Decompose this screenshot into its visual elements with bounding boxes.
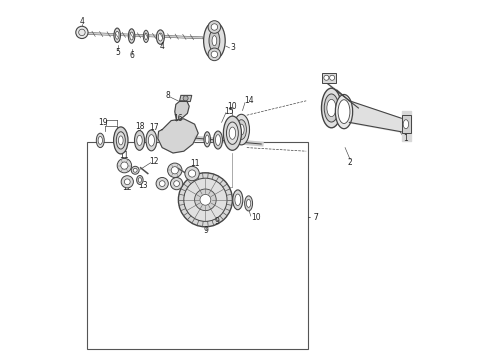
Ellipse shape bbox=[229, 127, 236, 139]
Circle shape bbox=[171, 177, 183, 190]
Circle shape bbox=[189, 170, 196, 177]
Ellipse shape bbox=[134, 131, 145, 150]
Ellipse shape bbox=[233, 114, 249, 145]
Text: 12: 12 bbox=[149, 157, 159, 166]
Bar bbox=[322, 73, 336, 83]
Ellipse shape bbox=[119, 136, 123, 145]
Ellipse shape bbox=[204, 22, 225, 60]
Circle shape bbox=[183, 96, 188, 101]
Ellipse shape bbox=[212, 36, 217, 46]
Text: 10: 10 bbox=[227, 102, 237, 111]
Text: 15: 15 bbox=[224, 107, 234, 116]
Circle shape bbox=[121, 162, 128, 169]
Text: 1: 1 bbox=[403, 134, 408, 143]
Ellipse shape bbox=[216, 135, 220, 145]
Ellipse shape bbox=[138, 178, 142, 183]
Circle shape bbox=[117, 158, 132, 173]
Ellipse shape bbox=[130, 32, 133, 40]
Circle shape bbox=[168, 163, 182, 177]
Ellipse shape bbox=[236, 120, 246, 140]
Ellipse shape bbox=[235, 194, 241, 206]
Ellipse shape bbox=[324, 94, 339, 122]
Text: 4: 4 bbox=[79, 17, 84, 26]
Circle shape bbox=[174, 181, 179, 186]
Circle shape bbox=[195, 189, 216, 211]
Text: 9: 9 bbox=[215, 217, 220, 226]
Ellipse shape bbox=[403, 120, 409, 129]
Ellipse shape bbox=[211, 51, 218, 58]
Bar bbox=[402, 115, 411, 133]
Text: 13: 13 bbox=[139, 181, 148, 190]
Ellipse shape bbox=[246, 199, 251, 207]
Text: 12: 12 bbox=[122, 184, 132, 193]
Polygon shape bbox=[179, 95, 192, 102]
Ellipse shape bbox=[133, 168, 137, 172]
Ellipse shape bbox=[327, 99, 336, 117]
Ellipse shape bbox=[146, 130, 157, 151]
Ellipse shape bbox=[158, 33, 163, 41]
Circle shape bbox=[324, 75, 329, 80]
Ellipse shape bbox=[116, 132, 125, 149]
Polygon shape bbox=[158, 119, 198, 153]
Ellipse shape bbox=[114, 28, 121, 42]
Circle shape bbox=[121, 176, 133, 188]
Text: 11: 11 bbox=[119, 152, 128, 161]
Text: 2: 2 bbox=[347, 158, 352, 166]
Ellipse shape bbox=[205, 135, 209, 144]
Text: 9: 9 bbox=[204, 226, 209, 235]
Ellipse shape bbox=[204, 132, 210, 147]
Circle shape bbox=[156, 177, 169, 190]
Ellipse shape bbox=[114, 127, 128, 154]
Circle shape bbox=[124, 179, 130, 185]
Text: 5: 5 bbox=[116, 48, 121, 57]
Ellipse shape bbox=[226, 122, 238, 144]
Circle shape bbox=[330, 75, 335, 80]
Ellipse shape bbox=[116, 31, 119, 39]
Bar bbox=[87, 142, 308, 349]
Circle shape bbox=[171, 167, 178, 174]
Text: 10: 10 bbox=[251, 212, 261, 222]
Ellipse shape bbox=[131, 166, 139, 174]
Text: 19: 19 bbox=[98, 118, 108, 127]
Ellipse shape bbox=[338, 100, 350, 123]
Text: 16: 16 bbox=[173, 114, 183, 122]
Text: - 7: - 7 bbox=[308, 213, 319, 222]
Circle shape bbox=[200, 194, 211, 205]
Ellipse shape bbox=[143, 30, 148, 42]
Text: 14: 14 bbox=[244, 96, 253, 105]
Ellipse shape bbox=[208, 21, 220, 33]
Ellipse shape bbox=[321, 88, 342, 128]
Ellipse shape bbox=[98, 136, 102, 144]
Circle shape bbox=[185, 166, 199, 181]
Ellipse shape bbox=[137, 176, 143, 185]
Text: 17: 17 bbox=[149, 123, 159, 132]
Ellipse shape bbox=[97, 133, 104, 148]
Ellipse shape bbox=[148, 135, 154, 146]
Ellipse shape bbox=[209, 30, 220, 51]
Polygon shape bbox=[175, 101, 189, 121]
Ellipse shape bbox=[223, 116, 242, 150]
Polygon shape bbox=[324, 81, 358, 108]
Text: 8: 8 bbox=[165, 91, 170, 100]
Ellipse shape bbox=[335, 94, 353, 129]
Circle shape bbox=[76, 26, 88, 39]
Ellipse shape bbox=[214, 131, 222, 149]
Circle shape bbox=[159, 181, 165, 186]
Ellipse shape bbox=[156, 30, 164, 44]
Ellipse shape bbox=[128, 29, 135, 43]
Text: 18: 18 bbox=[135, 122, 144, 131]
Text: 6: 6 bbox=[130, 51, 135, 60]
Ellipse shape bbox=[137, 135, 142, 145]
Text: 4: 4 bbox=[160, 42, 165, 51]
Ellipse shape bbox=[211, 24, 218, 30]
Ellipse shape bbox=[145, 33, 147, 40]
Text: 3: 3 bbox=[230, 44, 235, 53]
Ellipse shape bbox=[208, 48, 220, 61]
Circle shape bbox=[178, 173, 232, 227]
Circle shape bbox=[184, 178, 227, 221]
Ellipse shape bbox=[233, 190, 243, 210]
Text: 11: 11 bbox=[190, 159, 199, 168]
Ellipse shape bbox=[245, 196, 252, 211]
Ellipse shape bbox=[239, 124, 244, 135]
